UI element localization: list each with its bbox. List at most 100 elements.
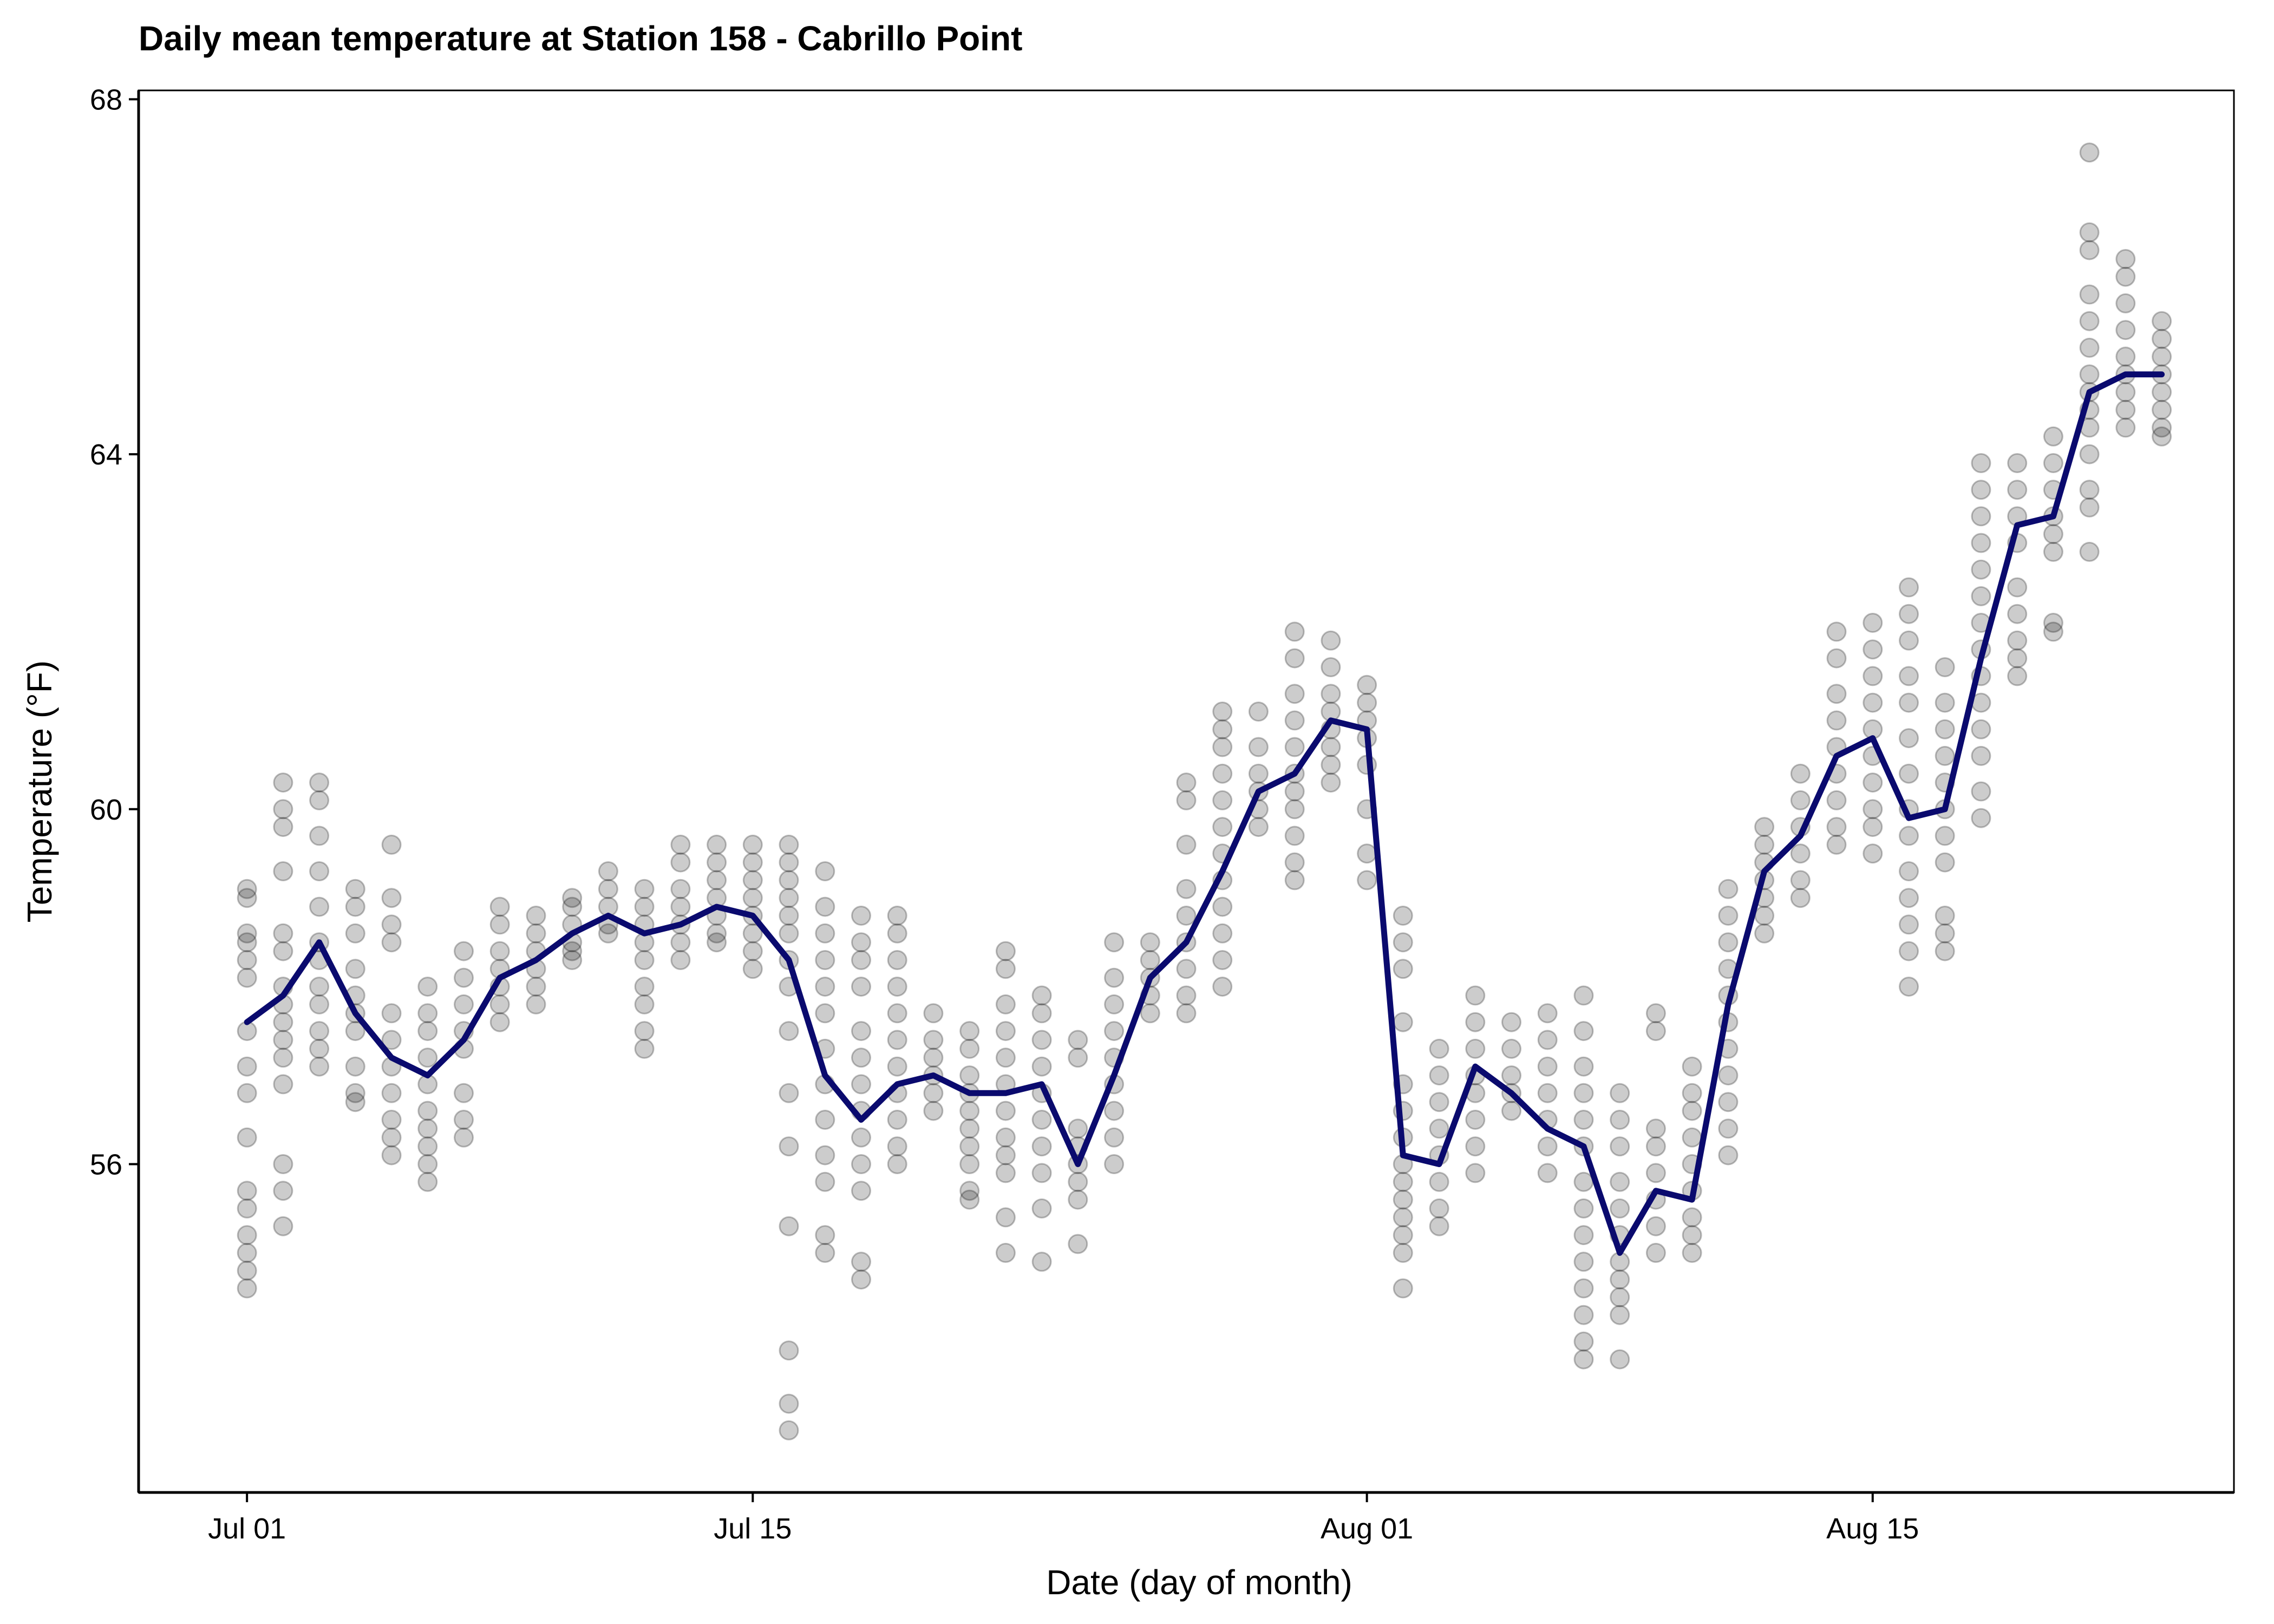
observation-point (598, 923, 618, 944)
observation-point (1284, 621, 1305, 642)
observation-point (2007, 577, 2028, 598)
observation-point (1610, 1110, 1630, 1130)
observation-point (1357, 675, 1377, 695)
observation-point (742, 852, 763, 873)
observation-point (923, 1083, 944, 1103)
observation-point (1863, 666, 1883, 686)
observation-point (742, 888, 763, 908)
observation-point (1826, 621, 1847, 642)
observation-point (1645, 1118, 1666, 1139)
observation-point (851, 1021, 871, 1042)
observation-point (2152, 311, 2172, 331)
observation-point (1899, 977, 1919, 997)
observation-point (1610, 1349, 1630, 1370)
observation-point (309, 790, 330, 810)
observation-point (779, 923, 799, 944)
observation-point (237, 950, 257, 970)
observation-point (2115, 400, 2136, 420)
observation-point (454, 994, 474, 1014)
observation-point (1718, 932, 1739, 953)
observation-point (887, 923, 907, 944)
observation-point (309, 772, 330, 793)
y-tick-label: 60 (90, 794, 122, 826)
observation-point (2079, 222, 2100, 243)
observation-point (779, 852, 799, 873)
observation-point (1935, 923, 1955, 944)
observation-point (1935, 941, 1955, 961)
observation-point (273, 1154, 293, 1174)
observation-point (1645, 1216, 1666, 1236)
observation-point (2007, 666, 2028, 686)
x-tick-label: Aug 15 (1826, 1512, 1919, 1545)
observation-point (1537, 1163, 1558, 1183)
observation-point (1176, 985, 1197, 1006)
observation-point (815, 1171, 835, 1192)
observation-point (1645, 1242, 1666, 1263)
observation-point (1826, 790, 1847, 810)
observation-point (1682, 1056, 1702, 1077)
observation-point (779, 1021, 799, 1042)
observation-point (237, 1056, 257, 1077)
observation-point (345, 959, 365, 979)
observation-point (1104, 1127, 1125, 1148)
observation-point (345, 923, 365, 944)
observation-point (562, 888, 583, 908)
observation-point (273, 1074, 293, 1095)
x-tick-label: Jul 15 (714, 1512, 792, 1545)
observation-point (851, 906, 871, 926)
observation-point (237, 1181, 257, 1201)
observation-point (1718, 1092, 1739, 1112)
observation-point (1610, 1171, 1630, 1192)
observation-point (1357, 692, 1377, 713)
observation-point (1429, 1065, 1449, 1086)
observation-point (1284, 826, 1305, 846)
observation-point (779, 870, 799, 890)
observation-point (1645, 1021, 1666, 1042)
observation-point (1863, 817, 1883, 837)
observation-point (1321, 737, 1341, 757)
observation-point (1826, 648, 1847, 669)
observation-point (2152, 426, 2172, 447)
observation-point (2115, 266, 2136, 287)
observation-point (995, 1047, 1016, 1068)
observation-point (1863, 843, 1883, 864)
observation-point (1971, 453, 1991, 473)
observation-point (417, 1136, 438, 1157)
observation-point (1682, 1127, 1702, 1148)
observation-point (237, 1198, 257, 1219)
observation-point (1826, 710, 1847, 731)
observation-point (887, 950, 907, 970)
observation-point (1321, 630, 1341, 651)
observation-point (1212, 763, 1233, 784)
observation-point (562, 941, 583, 961)
observation-point (779, 1136, 799, 1157)
observation-point (237, 1225, 257, 1246)
observation-point (1429, 1038, 1449, 1059)
observation-point (2007, 480, 2028, 500)
observation-point (309, 977, 330, 997)
observation-point (2079, 240, 2100, 260)
observation-point (779, 1420, 799, 1440)
observation-point (1068, 1030, 1088, 1050)
observation-point (417, 977, 438, 997)
observation-point (381, 1003, 402, 1024)
observation-point (1573, 1021, 1594, 1042)
observation-point (2115, 346, 2136, 367)
observation-point (923, 1030, 944, 1050)
observation-point (2115, 293, 2136, 313)
observation-point (1790, 888, 1811, 908)
observation-point (1212, 950, 1233, 970)
observation-point (1899, 914, 1919, 935)
observation-point (1971, 559, 1991, 580)
observation-point (1501, 1065, 1521, 1086)
observation-point (1935, 826, 1955, 846)
observation-point (1176, 1003, 1197, 1024)
observation-point (779, 1083, 799, 1103)
observation-point (1935, 852, 1955, 873)
observation-point (1068, 1047, 1088, 1068)
observation-point (742, 941, 763, 961)
observation-point (634, 896, 655, 917)
observation-point (1863, 799, 1883, 820)
observation-point (1573, 985, 1594, 1006)
